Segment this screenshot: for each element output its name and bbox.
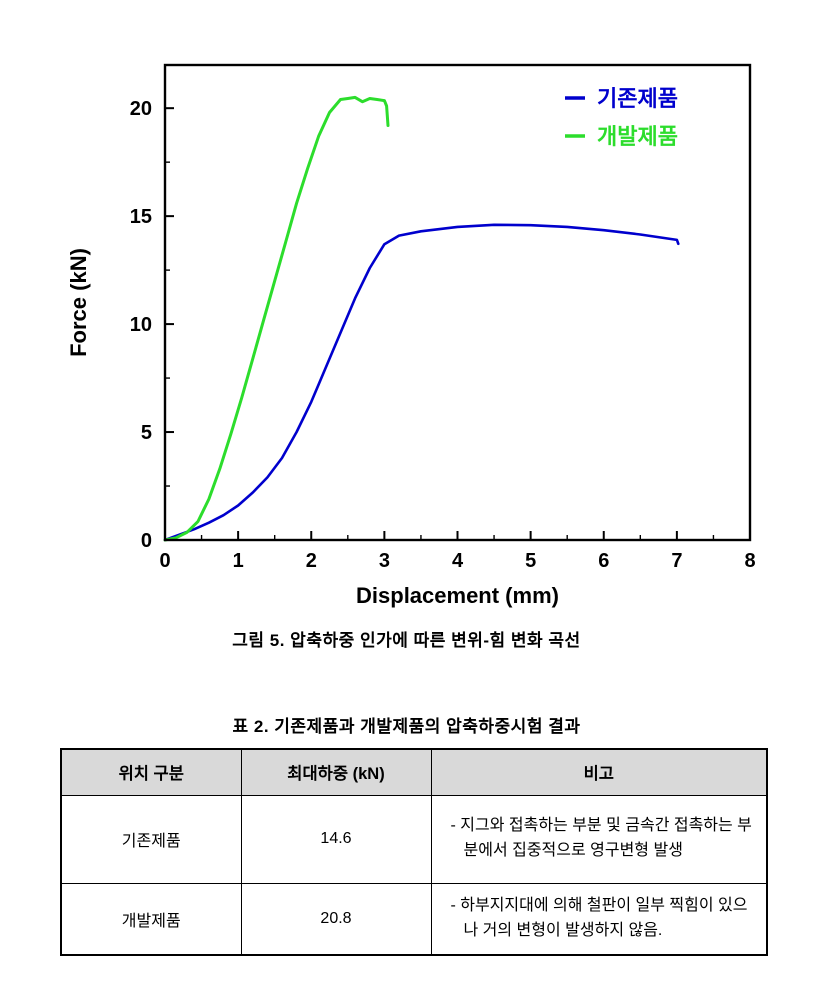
- legend-label: 개발제품: [597, 124, 678, 149]
- row-product-name: 기존제품: [60, 794, 242, 884]
- row-max-load: 20.8: [240, 882, 432, 956]
- col-header-location: 위치 구분: [60, 748, 242, 796]
- table-row: 개발제품 20.8 - 하부지지대에 의해 철판이 일부 찍힘이 있으나 거의 …: [60, 882, 768, 956]
- legend-label: 기존제품: [597, 86, 678, 111]
- y-axis-title: Force (kN): [66, 248, 91, 357]
- figure-caption: 그림 5. 압축하중 인가에 따른 변위-힘 변화 곡선: [232, 631, 581, 650]
- x-tick-label: 0: [159, 550, 170, 572]
- row-product-name: 개발제품: [60, 882, 242, 956]
- table-caption: 표 2. 기존제품과 개발제품의 압축하중시험 결과: [232, 717, 581, 736]
- x-tick-label: 8: [744, 550, 755, 572]
- results-table: 위치 구분 최대하중 (kN) 비고 기존제품 14.6 - 지그와 접촉하는 …: [60, 748, 768, 956]
- y-tick-label: 0: [141, 530, 152, 552]
- row-max-load: 14.6: [240, 794, 432, 884]
- series-line-0: [163, 223, 680, 542]
- y-tick-label: 5: [141, 422, 152, 444]
- plot-frame: [163, 63, 752, 542]
- x-tick-label: 4: [452, 550, 464, 572]
- row-remark: - 하부지지대에 의해 철판이 일부 찍힘이 있으나 거의 변형이 발생하지 않…: [430, 882, 768, 956]
- x-tick-label: 7: [671, 550, 682, 572]
- y-tick-label: 10: [130, 314, 152, 336]
- col-header-max-load: 최대하중 (kN): [240, 748, 432, 796]
- table-header-row: 위치 구분 최대하중 (kN) 비고: [60, 748, 768, 796]
- x-tick-label: 6: [598, 550, 609, 572]
- x-tick-label: 2: [306, 550, 317, 572]
- series-line-1: [163, 95, 390, 542]
- row-remark: - 지그와 접촉하는 부분 및 금속간 접촉하는 부분에서 집중적으로 영구변형…: [430, 794, 768, 884]
- x-tick-label: 3: [379, 550, 390, 572]
- x-axis-title: Displacement (mm): [356, 583, 559, 608]
- table-row: 기존제품 14.6 - 지그와 접촉하는 부분 및 금속간 접촉하는 부분에서 …: [60, 794, 768, 884]
- col-header-remark: 비고: [430, 748, 768, 796]
- x-tick-label: 5: [525, 550, 536, 572]
- y-tick-label: 15: [130, 206, 152, 228]
- x-tick-label: 1: [233, 550, 244, 572]
- y-tick-label: 20: [130, 98, 152, 120]
